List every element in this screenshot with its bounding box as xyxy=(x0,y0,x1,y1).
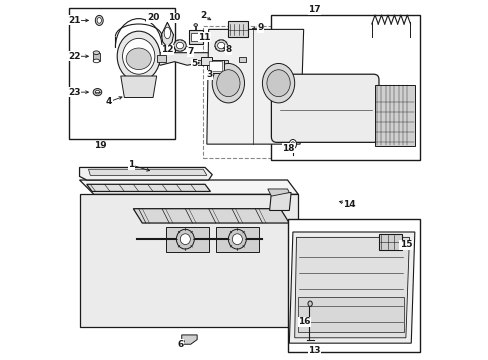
Ellipse shape xyxy=(290,142,294,147)
Ellipse shape xyxy=(173,40,186,51)
Ellipse shape xyxy=(232,234,242,244)
Ellipse shape xyxy=(93,59,100,63)
Bar xyxy=(69,8,175,139)
Bar xyxy=(191,33,200,41)
Ellipse shape xyxy=(289,139,296,149)
Ellipse shape xyxy=(214,40,227,51)
Ellipse shape xyxy=(217,42,224,49)
Polygon shape xyxy=(80,194,298,327)
Text: 9: 9 xyxy=(257,23,264,32)
Ellipse shape xyxy=(180,234,190,244)
Ellipse shape xyxy=(93,89,102,96)
Bar xyxy=(375,85,414,146)
Ellipse shape xyxy=(117,31,160,81)
Text: 18: 18 xyxy=(282,144,294,153)
Bar xyxy=(208,61,222,71)
Ellipse shape xyxy=(194,24,197,27)
Text: 17: 17 xyxy=(307,5,320,14)
Polygon shape xyxy=(294,237,408,338)
Polygon shape xyxy=(147,53,249,65)
Ellipse shape xyxy=(95,15,103,26)
Bar xyxy=(203,26,306,158)
Polygon shape xyxy=(269,193,290,211)
Bar xyxy=(206,59,224,73)
Polygon shape xyxy=(289,232,414,343)
Polygon shape xyxy=(88,169,206,175)
Text: 5: 5 xyxy=(191,59,197,68)
Text: 2: 2 xyxy=(200,11,206,20)
Ellipse shape xyxy=(228,229,246,249)
Ellipse shape xyxy=(216,70,240,96)
Ellipse shape xyxy=(95,90,100,94)
Ellipse shape xyxy=(307,301,312,306)
Polygon shape xyxy=(133,209,289,223)
Ellipse shape xyxy=(176,229,194,249)
Bar xyxy=(378,234,402,250)
Bar xyxy=(156,55,165,62)
Bar xyxy=(228,22,247,37)
Text: 4: 4 xyxy=(105,97,112,106)
Text: 20: 20 xyxy=(146,13,159,22)
Polygon shape xyxy=(267,189,289,196)
Bar xyxy=(196,59,203,65)
Polygon shape xyxy=(161,22,173,47)
Ellipse shape xyxy=(262,63,294,103)
Ellipse shape xyxy=(266,70,290,96)
Polygon shape xyxy=(80,180,298,194)
Polygon shape xyxy=(121,76,156,98)
Ellipse shape xyxy=(126,48,151,69)
Text: 1: 1 xyxy=(128,161,134,170)
Text: 16: 16 xyxy=(298,317,310,326)
Text: 15: 15 xyxy=(399,240,411,249)
Bar xyxy=(287,220,419,352)
Polygon shape xyxy=(206,30,303,144)
Bar xyxy=(271,15,419,160)
Bar xyxy=(239,57,246,62)
Polygon shape xyxy=(80,167,212,180)
Ellipse shape xyxy=(212,63,244,103)
Bar xyxy=(165,226,208,252)
Bar xyxy=(221,59,228,65)
Bar xyxy=(201,57,211,65)
Bar xyxy=(188,30,202,44)
Ellipse shape xyxy=(122,39,155,74)
Text: 7: 7 xyxy=(187,47,194,56)
Text: 23: 23 xyxy=(68,87,80,96)
Text: 8: 8 xyxy=(225,45,231,54)
Text: 21: 21 xyxy=(68,16,80,25)
Text: 22: 22 xyxy=(68,52,80,61)
Text: 11: 11 xyxy=(198,33,210,42)
Text: 14: 14 xyxy=(343,200,355,209)
Bar xyxy=(298,297,403,332)
Ellipse shape xyxy=(176,42,183,49)
Bar xyxy=(215,226,258,252)
Ellipse shape xyxy=(93,51,100,54)
Text: 12: 12 xyxy=(161,45,173,54)
Text: 13: 13 xyxy=(307,346,320,355)
Polygon shape xyxy=(86,184,210,192)
FancyBboxPatch shape xyxy=(271,74,378,142)
Text: 6: 6 xyxy=(177,340,183,349)
Ellipse shape xyxy=(97,18,101,23)
Bar xyxy=(93,53,100,61)
Text: 3: 3 xyxy=(206,71,212,80)
Text: 10: 10 xyxy=(168,13,181,22)
Ellipse shape xyxy=(164,27,170,39)
Polygon shape xyxy=(182,335,197,344)
Text: 19: 19 xyxy=(94,141,106,150)
